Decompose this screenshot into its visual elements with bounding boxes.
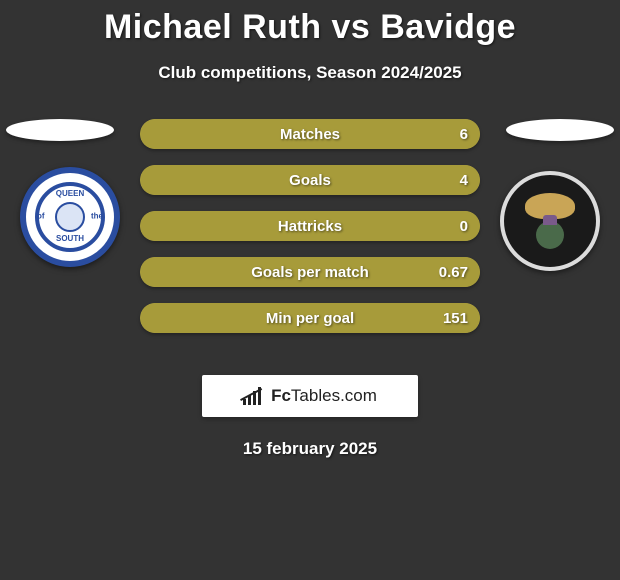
stat-label: Matches: [140, 126, 480, 143]
stat-row-goals-per-match: Goals per match 0.67: [140, 257, 480, 287]
stat-row-hattricks: Hattricks 0: [140, 211, 480, 241]
club-badge-right: [500, 171, 600, 271]
club-badge-left: QUEEN of the SOUTH: [20, 167, 120, 267]
brand-box[interactable]: FcTables.com: [202, 375, 418, 417]
badge-left-ring: QUEEN of the SOUTH: [35, 182, 105, 252]
badge-text: the: [91, 213, 103, 222]
stat-value-right: 6: [460, 126, 468, 143]
stat-label: Goals per match: [140, 264, 480, 281]
brand-text: FcTables.com: [271, 386, 377, 406]
stat-value-right: 4: [460, 172, 468, 189]
date-text: 15 february 2025: [0, 439, 620, 459]
stat-row-matches: Matches 6: [140, 119, 480, 149]
stat-value-right: 151: [443, 310, 468, 327]
stat-value-right: 0.67: [439, 264, 468, 281]
badge-text: QUEEN: [56, 190, 84, 199]
stat-label: Min per goal: [140, 310, 480, 327]
chart-icon: [243, 387, 265, 405]
stat-row-goals: Goals 4: [140, 165, 480, 195]
stat-value-right: 0: [460, 218, 468, 235]
stat-label: Hattricks: [140, 218, 480, 235]
badge-text: of: [37, 213, 45, 222]
badge-text: SOUTH: [56, 235, 84, 244]
comparison-area: QUEEN of the SOUTH Matches 6 Goals 4: [0, 119, 620, 349]
stats-list: Matches 6 Goals 4 Hattricks 0 Goals per …: [140, 119, 480, 349]
badge-center-icon: [55, 202, 85, 232]
page-title: Michael Ruth vs Bavidge: [0, 0, 620, 47]
player-right-platform: [506, 119, 614, 141]
page-subtitle: Club competitions, Season 2024/2025: [0, 63, 620, 83]
player-left-platform: [6, 119, 114, 141]
stat-row-min-per-goal: Min per goal 151: [140, 303, 480, 333]
stat-label: Goals: [140, 172, 480, 189]
thistle-icon: [536, 221, 564, 249]
